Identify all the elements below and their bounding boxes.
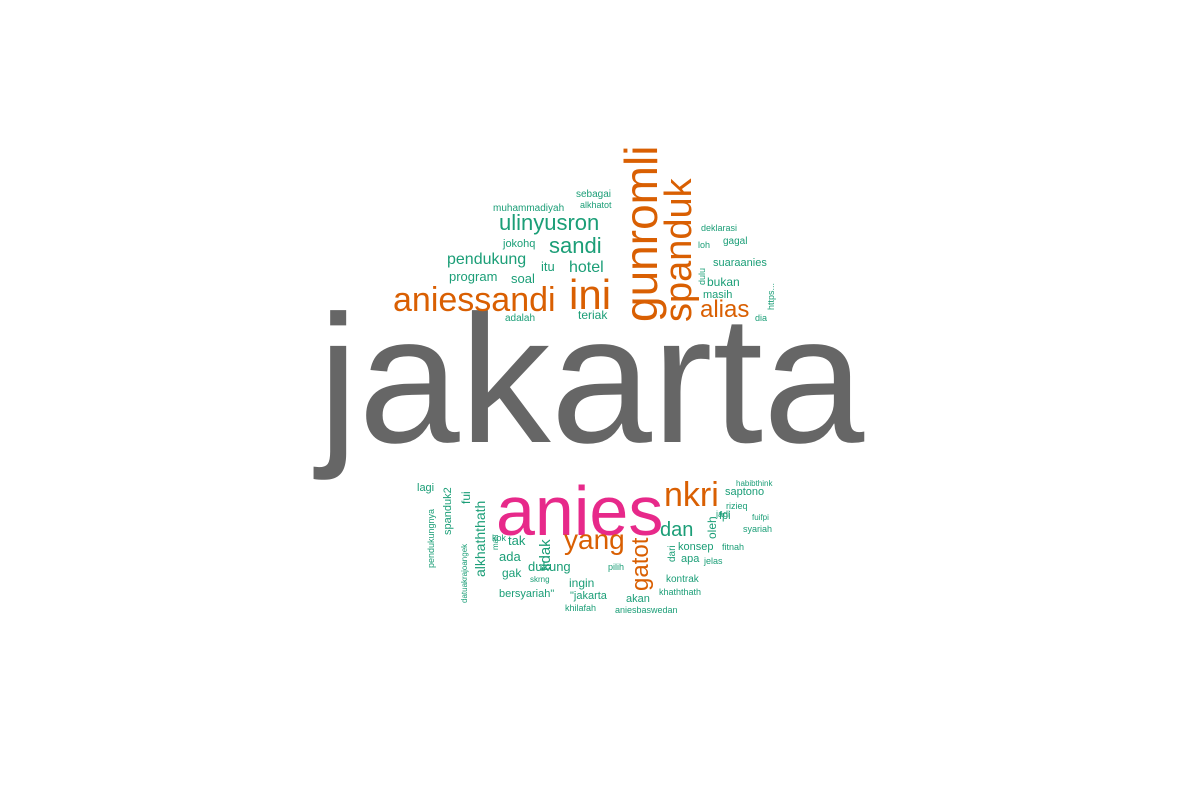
word: oleh: [705, 516, 719, 539]
word: gak: [502, 566, 522, 580]
word: bersyariah": [499, 588, 555, 600]
word: jokohq: [503, 238, 536, 250]
word: apa: [681, 553, 700, 565]
word: itu: [541, 259, 555, 274]
word: suaraanies: [713, 257, 767, 269]
word: ingin: [569, 576, 595, 590]
word: https...: [766, 282, 776, 310]
word: sandi: [549, 233, 602, 258]
word: konsep: [678, 541, 714, 553]
word: lagi: [417, 482, 435, 494]
word: loh: [698, 240, 711, 250]
word: pendukung: [447, 251, 527, 268]
word: aniesbaswedan: [615, 605, 678, 615]
word: program: [449, 269, 498, 284]
word: skrng: [530, 575, 550, 584]
word: rizieq: [726, 501, 748, 511]
word: nkri: [664, 476, 719, 514]
word: pendukungnya: [426, 508, 436, 568]
word: masih: [703, 289, 733, 301]
word: dia: [755, 313, 768, 323]
word: tidak: [537, 539, 554, 571]
word: anies: [496, 472, 664, 550]
word: gagal: [723, 236, 748, 247]
word: kontrak: [666, 574, 699, 585]
word: muhammadiyah: [493, 203, 565, 214]
word: yang: [564, 524, 625, 555]
word: jadi: [716, 509, 731, 519]
word: khilafah: [565, 603, 597, 613]
word: bukan: [707, 275, 740, 289]
word: ulinyusron: [499, 210, 600, 235]
word: spanduk: [658, 178, 700, 322]
word: ada: [499, 549, 521, 564]
word: kok: [492, 533, 507, 543]
word: fui: [459, 491, 473, 504]
word: fuifpi: [752, 513, 769, 522]
word: gatot: [627, 537, 654, 591]
word: alias: [700, 296, 750, 323]
word: dan: [660, 519, 694, 541]
word: habibthink: [736, 479, 773, 488]
word: tak: [508, 533, 526, 548]
word: datuakrajoangek: [460, 543, 469, 603]
word: fpi: [719, 510, 731, 522]
word: adalah: [505, 313, 536, 324]
word: deklarasi: [701, 223, 738, 233]
word: sebagai: [576, 189, 612, 200]
word: saptono: [725, 486, 765, 498]
word: aniessandi: [393, 281, 556, 319]
word: "jakarta: [570, 590, 607, 602]
word: pilih: [608, 562, 625, 572]
word: jakarta: [318, 277, 865, 481]
word: alkhatot: [580, 200, 612, 210]
word: hotel: [569, 259, 604, 276]
word: dari: [667, 545, 678, 562]
word: ini: [569, 271, 612, 318]
word: alkhaththath: [472, 500, 488, 577]
word: soal: [511, 271, 535, 286]
word: teriak: [578, 308, 608, 322]
word: dulu: [697, 267, 707, 285]
word: dukung: [528, 559, 571, 574]
word: spanduk2: [442, 487, 454, 535]
word: jelas: [704, 556, 723, 566]
word: fitnah: [722, 542, 745, 552]
word: khaththath: [659, 587, 702, 597]
word: akan: [626, 593, 650, 605]
word: syariah: [743, 524, 773, 534]
